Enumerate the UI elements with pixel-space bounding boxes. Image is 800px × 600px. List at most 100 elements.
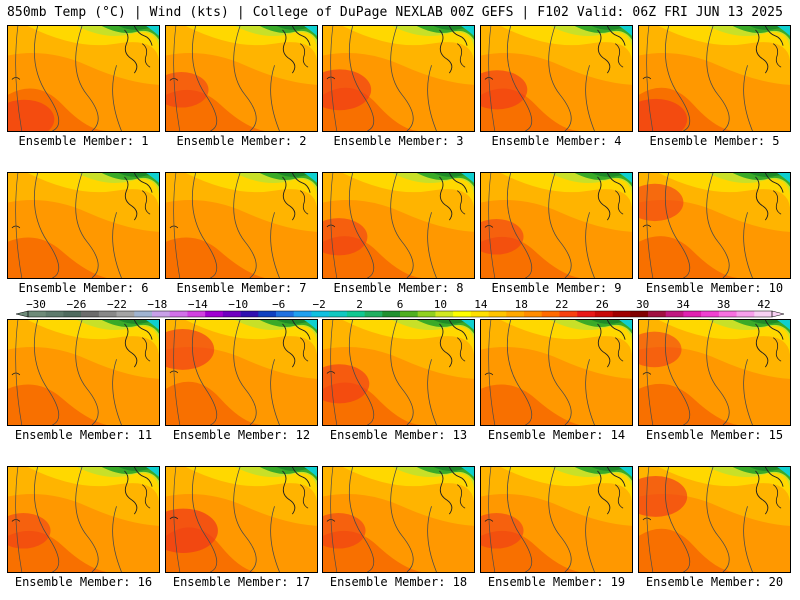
ensemble-map-panel bbox=[322, 172, 475, 279]
colorbar-segment bbox=[417, 311, 436, 317]
ensemble-map-panel bbox=[7, 466, 160, 573]
coastline-east bbox=[299, 337, 309, 362]
ensemble-map-panel bbox=[165, 466, 318, 573]
height-contour bbox=[706, 320, 730, 425]
height-contour bbox=[75, 320, 99, 425]
height-contour bbox=[233, 26, 257, 131]
height-contour bbox=[646, 173, 654, 278]
coastline-north bbox=[291, 26, 311, 46]
height-contour bbox=[112, 506, 122, 572]
field-band-green-dark bbox=[591, 173, 632, 181]
great-lakes-coastline bbox=[124, 323, 138, 368]
ensemble-member-label: Ensemble Member: 6 bbox=[18, 281, 149, 295]
field-band-green bbox=[259, 26, 317, 40]
colorbar-tick-label: −6 bbox=[272, 300, 285, 311]
field-band-cyan bbox=[619, 467, 632, 477]
field-band-green-dark bbox=[118, 26, 159, 34]
height-contour bbox=[488, 320, 496, 425]
field-band-cyan bbox=[304, 467, 317, 477]
height-contour bbox=[112, 212, 122, 278]
colorbar-tick-label: 6 bbox=[397, 300, 404, 311]
field-band-green bbox=[416, 173, 474, 187]
field-band-orange-dark bbox=[166, 237, 265, 278]
height-contour bbox=[506, 467, 533, 572]
colorbar-segment bbox=[541, 311, 560, 317]
field-band-lime bbox=[392, 320, 474, 342]
height-contour bbox=[585, 212, 595, 278]
temperature-map bbox=[8, 467, 159, 572]
colorbar-segment bbox=[346, 311, 365, 317]
field-band-lime bbox=[550, 26, 632, 48]
height-contour bbox=[15, 320, 23, 425]
ensemble-map-panel bbox=[638, 172, 791, 279]
height-contour bbox=[330, 467, 338, 572]
colorbar-tick-label: −10 bbox=[228, 300, 248, 311]
field-band-cyan bbox=[304, 26, 317, 36]
colorbar-segment bbox=[116, 311, 135, 317]
temperature-map bbox=[166, 320, 317, 425]
great-lakes-coastline bbox=[755, 323, 769, 368]
colorbar-tick-label: −18 bbox=[147, 300, 167, 311]
colorbar-segment bbox=[152, 311, 171, 317]
height-contour bbox=[390, 467, 414, 572]
great-lakes-coastline bbox=[124, 470, 138, 515]
height-contour bbox=[664, 173, 691, 278]
ensemble-member-label: Ensemble Member: 5 bbox=[649, 134, 780, 148]
coastline-north bbox=[448, 26, 468, 46]
field-band-green bbox=[101, 26, 159, 40]
hot-spot bbox=[166, 508, 218, 553]
height-contour bbox=[646, 26, 654, 131]
height-contour bbox=[173, 173, 181, 278]
field-band-lime bbox=[235, 26, 317, 48]
height-contour bbox=[112, 65, 122, 131]
great-lakes-coastline bbox=[755, 29, 769, 74]
colorbar-segment bbox=[612, 311, 631, 317]
field-band-green-dark bbox=[118, 467, 159, 475]
height-contour bbox=[427, 65, 437, 131]
great-lakes-coastline bbox=[124, 29, 138, 74]
height-contour bbox=[390, 173, 414, 278]
great-lakes-coastline bbox=[282, 323, 296, 368]
colorbar-segment bbox=[577, 311, 596, 317]
great-lakes-coastline bbox=[439, 176, 453, 221]
field-band-cyan bbox=[146, 320, 159, 330]
great-lakes-coastline bbox=[755, 470, 769, 515]
field-band-green-dark bbox=[749, 320, 790, 328]
height-contour bbox=[548, 26, 572, 131]
great-lakes-coastline bbox=[597, 29, 611, 74]
temperature-colorbar: −30 −26 −22 −18 −14 −10 −6 −2 2 6 10 14 18 22 26 30 34 38… bbox=[14, 300, 786, 320]
coastline-east bbox=[456, 484, 466, 509]
ensemble-map-panel bbox=[165, 172, 318, 279]
ensemble-member-label: Ensemble Member: 8 bbox=[333, 281, 464, 295]
height-contour bbox=[706, 467, 730, 572]
ensemble-member-label: Ensemble Member: 4 bbox=[491, 134, 622, 148]
ensemble-map-panel bbox=[165, 319, 318, 426]
field-band-lime bbox=[235, 467, 317, 489]
field-band-cyan bbox=[777, 173, 790, 183]
colorbar-segment bbox=[205, 311, 224, 317]
temperature-map bbox=[323, 173, 474, 278]
ensemble-map-panel bbox=[480, 466, 633, 573]
great-lakes-coastline bbox=[282, 29, 296, 74]
field-band-green bbox=[101, 173, 159, 187]
ensemble-map-panel bbox=[7, 319, 160, 426]
height-contour bbox=[743, 506, 753, 572]
height-contour bbox=[191, 467, 218, 572]
coastline-east bbox=[456, 190, 466, 215]
height-contour bbox=[33, 173, 60, 278]
great-lakes-coastline bbox=[597, 323, 611, 368]
ensemble-member-label: Ensemble Member: 17 bbox=[172, 575, 311, 589]
field-band-orange-dark bbox=[8, 384, 107, 425]
colorbar-segment bbox=[400, 311, 419, 317]
coastline-east bbox=[772, 43, 782, 68]
colorbar-tick-label: 26 bbox=[596, 300, 609, 311]
height-contour bbox=[548, 173, 572, 278]
colorbar-segment bbox=[63, 311, 82, 317]
ensemble-member-label: Ensemble Member: 7 bbox=[176, 281, 307, 295]
ensemble-member-label: Ensemble Member: 12 bbox=[172, 428, 311, 442]
height-contour bbox=[330, 173, 338, 278]
height-contour bbox=[427, 359, 437, 425]
field-band-cyan bbox=[461, 467, 474, 477]
colorbar-segment bbox=[28, 311, 47, 317]
colorbar-segment bbox=[293, 311, 312, 317]
